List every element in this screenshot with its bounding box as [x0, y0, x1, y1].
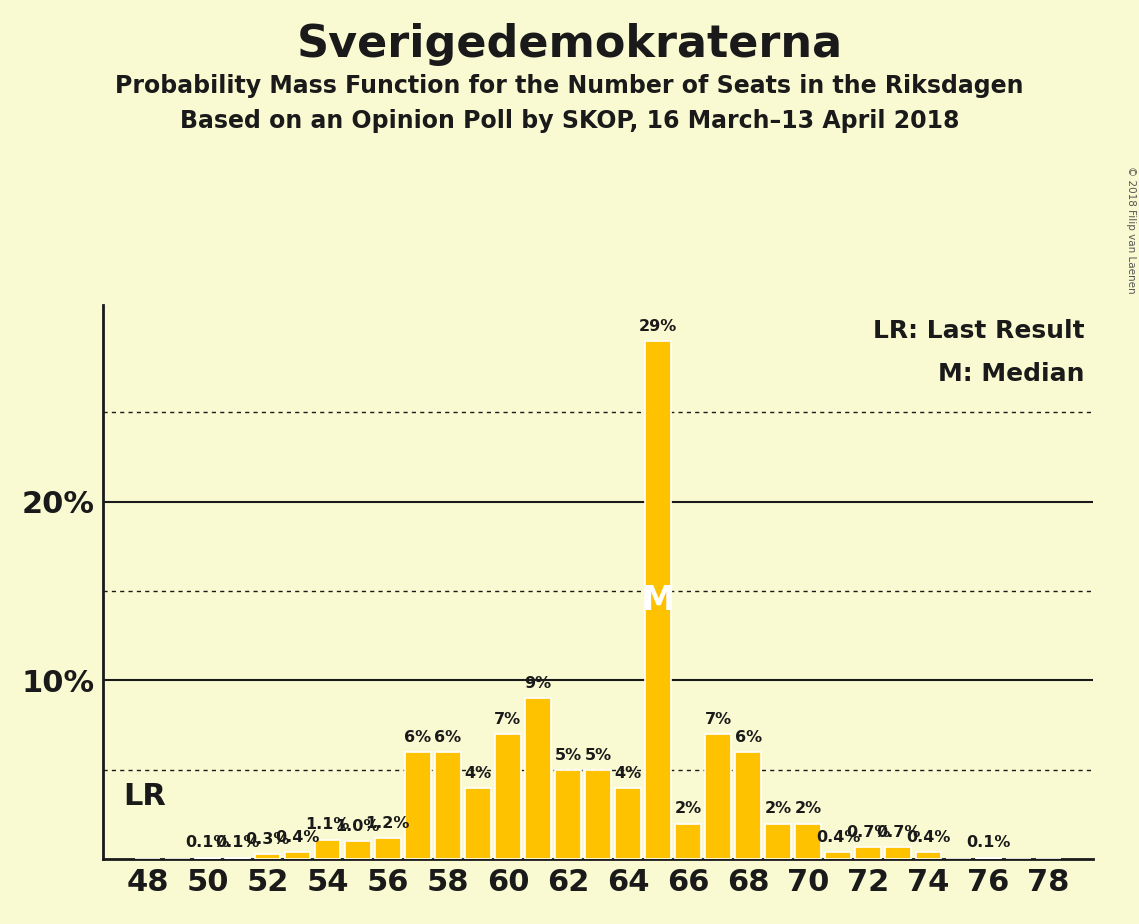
Bar	[885, 846, 911, 859]
Text: LR: Last Result: LR: Last Result	[872, 319, 1084, 343]
Text: 29%: 29%	[639, 319, 678, 334]
Text: Based on an Opinion Poll by SKOP, 16 March–13 April 2018: Based on an Opinion Poll by SKOP, 16 Mar…	[180, 109, 959, 133]
Text: 0.7%: 0.7%	[876, 824, 920, 840]
Text: 2%: 2%	[674, 801, 702, 817]
Text: 6%: 6%	[735, 730, 762, 745]
Text: 6%: 6%	[404, 730, 432, 745]
Bar	[495, 735, 521, 859]
Bar	[916, 852, 941, 859]
Text: Sverigedemokraterna: Sverigedemokraterna	[296, 23, 843, 67]
Bar	[405, 752, 431, 859]
Bar	[675, 823, 700, 859]
Bar	[465, 788, 491, 859]
Bar	[195, 857, 220, 859]
Text: © 2018 Filip van Laenen: © 2018 Filip van Laenen	[1126, 166, 1136, 294]
Text: 9%: 9%	[524, 676, 551, 691]
Bar	[795, 823, 821, 859]
Text: 0.4%: 0.4%	[907, 830, 950, 845]
Text: 1.0%: 1.0%	[336, 820, 380, 834]
Text: 0.1%: 0.1%	[215, 835, 260, 850]
Text: 0.4%: 0.4%	[276, 830, 320, 845]
Text: 4%: 4%	[465, 766, 491, 781]
Bar	[705, 735, 731, 859]
Text: 5%: 5%	[584, 748, 612, 762]
Text: 0.3%: 0.3%	[246, 832, 289, 846]
Bar	[435, 752, 460, 859]
Bar	[976, 857, 1001, 859]
Text: Probability Mass Function for the Number of Seats in the Riksdagen: Probability Mass Function for the Number…	[115, 74, 1024, 98]
Bar	[525, 699, 550, 859]
Text: 0.1%: 0.1%	[186, 835, 230, 850]
Text: 7%: 7%	[705, 712, 731, 727]
Bar	[615, 788, 641, 859]
Bar	[765, 823, 790, 859]
Text: 0.1%: 0.1%	[966, 835, 1010, 850]
Bar	[646, 341, 671, 859]
Text: M: M	[641, 583, 674, 616]
Text: M: Median: M: Median	[937, 362, 1084, 386]
Text: 0.4%: 0.4%	[816, 830, 860, 845]
Bar	[585, 770, 611, 859]
Text: 2%: 2%	[764, 801, 792, 817]
Text: 1.1%: 1.1%	[305, 818, 350, 833]
Bar	[255, 854, 280, 859]
Bar	[285, 852, 311, 859]
Bar	[345, 842, 370, 859]
Text: 2%: 2%	[795, 801, 821, 817]
Text: 1.2%: 1.2%	[366, 816, 410, 831]
Text: LR: LR	[123, 783, 166, 811]
Bar	[316, 840, 341, 859]
Text: 7%: 7%	[494, 712, 522, 727]
Bar	[855, 846, 880, 859]
Text: 5%: 5%	[555, 748, 582, 762]
Bar	[224, 857, 251, 859]
Bar	[736, 752, 761, 859]
Text: 4%: 4%	[614, 766, 641, 781]
Bar	[826, 852, 851, 859]
Bar	[375, 838, 401, 859]
Text: 0.7%: 0.7%	[846, 824, 891, 840]
Bar	[555, 770, 581, 859]
Text: 6%: 6%	[434, 730, 461, 745]
